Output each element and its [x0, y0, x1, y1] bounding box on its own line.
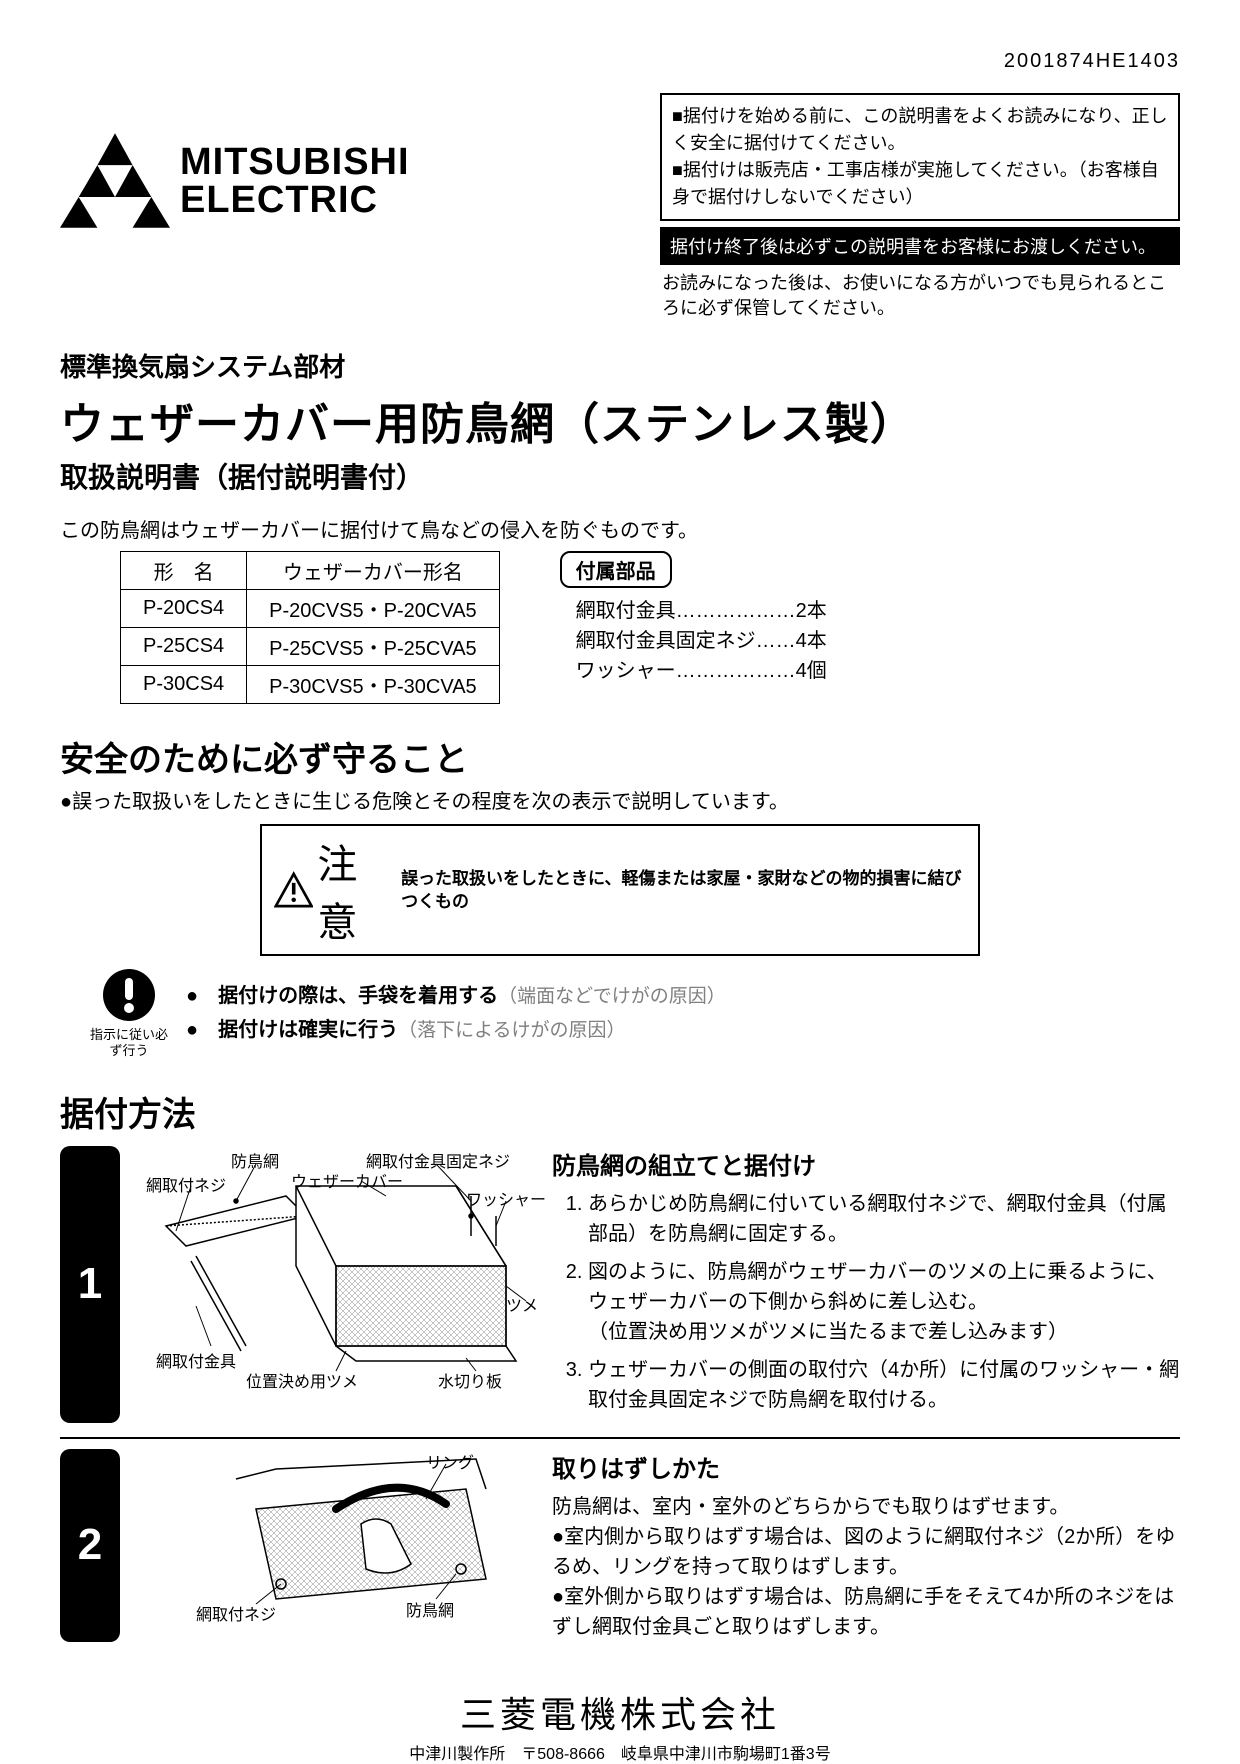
label-weather-cover: ウェザーカバー	[291, 1168, 403, 1192]
footer-company: 三菱電機株式会社	[60, 1686, 1180, 1738]
step-2-heading: 取りはずしかた	[552, 1449, 1180, 1484]
header-row: MITSUBISHI ELECTRIC ■据付けを始める前に、この説明書をよくお…	[60, 93, 1180, 327]
label-washer: ワッシャー	[466, 1186, 546, 1210]
label-ring: リング	[426, 1449, 474, 1473]
header-model: 形 名	[121, 552, 247, 590]
warning-triangle-icon	[274, 870, 313, 910]
parts-item: 網取付金具………………2本	[576, 596, 827, 626]
caution-label: 注意	[274, 832, 389, 948]
subtitle-2: 取扱説明書（据付説明書付）	[60, 456, 1180, 496]
exclamation-circle-icon	[102, 968, 156, 1022]
install-title: 据付方法	[60, 1087, 1180, 1136]
label-net-screw: 網取付ネジ	[196, 1601, 276, 1625]
subtitle-1: 標準換気扇システム部材	[60, 347, 1180, 384]
step-1-list: あらかじめ防鳥網に付いている網取付ネジで、網取付金具（付属部品）を防鳥網に固定す…	[552, 1189, 1180, 1415]
safety-sub: ●誤った取扱いをしたときに生じる危険とその程度を次の表示で説明しています。	[60, 785, 1180, 814]
cell-model: P-30CS4	[121, 666, 247, 704]
cell-cover: P-30CVS5・P-30CVA5	[247, 666, 500, 704]
label-net: 防鳥網	[406, 1597, 454, 1621]
cell-model: P-20CS4	[121, 590, 247, 628]
model-parts-row: 形 名 ウェザーカバー形名 P-20CS4 P-20CVS5・P-20CVA5 …	[60, 551, 1180, 704]
document-id: 2001874HE1403	[60, 50, 1180, 73]
table-row: P-30CS4 P-30CVS5・P-30CVA5	[121, 666, 500, 704]
label-bracket: 網取付金具	[156, 1348, 236, 1372]
brand-line1: MITSUBISHI	[180, 143, 410, 181]
step-number-2: 2	[60, 1449, 120, 1642]
parts-title: 付属部品	[560, 551, 672, 588]
step-2-text: 取りはずしかた 防鳥網は、室内・室外のどちらからでも取りはずせます。 ●室内側か…	[552, 1449, 1180, 1642]
step-2-bullet-1: ●室内側から取りはずす場合は、図のように網取付ネジ（2か所）をゆるめ、リングを持…	[552, 1522, 1180, 1582]
brand-logo: MITSUBISHI ELECTRIC	[60, 133, 410, 228]
table-header-row: 形 名 ウェザーカバー形名	[121, 552, 500, 590]
table-row: P-25CS4 P-25CVS5・P-25CVA5	[121, 628, 500, 666]
label-net: 防鳥網	[231, 1148, 279, 1172]
parts-item: 網取付金具固定ネジ……4本	[576, 626, 827, 656]
instruction-row: 指示に従い必ず行う ● 据付けの際は、手袋を着用する（端面などでけがの原因） ●…	[60, 968, 1180, 1058]
caution-box: 注意 誤った取扱いをしたときに、軽傷または家屋・家財などの物的損害に結びつくもの	[260, 824, 980, 956]
step-2-diagram: リング 網取付ネジ 防鳥網	[136, 1449, 536, 1642]
step-1-heading: 防鳥網の組立てと据付け	[552, 1146, 1180, 1181]
cell-cover: P-25CVS5・P-25CVA5	[247, 628, 500, 666]
notice-line2: ■据付けは販売店・工事店様が実施してください。（お客様自身で据付けしないでくださ…	[672, 157, 1168, 211]
bullet-2: ● 据付けは確実に行う（落下によるけがの原因）	[186, 1013, 726, 1047]
step-1-diagram: 防鳥網 網取付金具固定ネジ 網取付ネジ ウェザーカバー ワッシャー ツメ 網取付…	[136, 1146, 536, 1423]
cell-model: P-25CS4	[121, 628, 247, 666]
step-item: 図のように、防鳥網がウェザーカバーのツメの上に乗るように、ウェザーカバーの下側か…	[588, 1257, 1180, 1347]
label-net-screw: 網取付ネジ	[146, 1172, 226, 1196]
label-tab: ツメ	[506, 1292, 538, 1316]
step-1: 1	[60, 1146, 1180, 1439]
step-1-text: 防鳥網の組立てと据付け あらかじめ防鳥網に付いている網取付ネジで、網取付金具（付…	[552, 1146, 1180, 1423]
parts-list: 網取付金具………………2本 網取付金具固定ネジ……4本 ワッシャー………………4…	[560, 596, 827, 686]
removal-diagram-icon	[136, 1449, 536, 1619]
label-drip: 水切り板	[438, 1368, 502, 1392]
step-2-bullet-2: ●室外側から取りはずす場合は、防鳥網に手をそえて4か所のネジをはずし網取付金具ご…	[552, 1582, 1180, 1642]
bullet-1: ● 据付けの際は、手袋を着用する（端面などでけがの原因）	[186, 979, 726, 1013]
brand-line2: ELECTRIC	[180, 181, 410, 219]
footer-address: 中津川製作所 〒508-8666 岐阜県中津川市駒場町1番3号	[60, 1740, 1180, 1764]
instruction-icon-block: 指示に従い必ず行う	[90, 968, 168, 1058]
parts-item: ワッシャー………………4個	[576, 656, 827, 686]
instruction-bullets: ● 据付けの際は、手袋を着用する（端面などでけがの原因） ● 据付けは確実に行う…	[186, 979, 726, 1048]
notice-bordered: ■据付けを始める前に、この説明書をよくお読みになり、正しく安全に据付けてください…	[660, 93, 1180, 221]
instruction-icon-label: 指示に従い必ず行う	[90, 1027, 168, 1058]
main-title: ウェザーカバー用防鳥網（ステンレス製）	[60, 388, 1180, 452]
header-cover: ウェザーカバー形名	[247, 552, 500, 590]
notice-after: お読みになった後は、お使いになる方がいつでも見られるところに必ず保管してください…	[660, 265, 1180, 327]
notice-black: 据付け終了後は必ずこの説明書をお客様にお渡しください。	[660, 227, 1180, 265]
model-table: 形 名 ウェザーカバー形名 P-20CS4 P-20CVS5・P-20CVA5 …	[120, 551, 500, 704]
label-position-tab: 位置決め用ツメ	[246, 1368, 358, 1392]
step-2-lead: 防鳥網は、室内・室外のどちらからでも取りはずせます。	[552, 1492, 1180, 1522]
parts-box: 付属部品 網取付金具………………2本 網取付金具固定ネジ……4本 ワッシャー………	[560, 551, 827, 686]
brand-text: MITSUBISHI ELECTRIC	[180, 143, 410, 219]
table-row: P-20CS4 P-20CVS5・P-20CVA5	[121, 590, 500, 628]
footer: 三菱電機株式会社 中津川製作所 〒508-8666 岐阜県中津川市駒場町1番3号	[60, 1686, 1180, 1764]
step-item: ウェザーカバーの側面の取付穴（4か所）に付属のワッシャー・網取付金具固定ネジで防…	[588, 1355, 1180, 1415]
notice-block: ■据付けを始める前に、この説明書をよくお読みになり、正しく安全に据付けてください…	[660, 93, 1180, 327]
caution-word: 注意	[317, 832, 389, 948]
step-2: 2 リング 網取付ネジ 防鳥網	[60, 1449, 1180, 1656]
mitsubishi-logo-icon	[60, 133, 170, 228]
cell-cover: P-20CVS5・P-20CVA5	[247, 590, 500, 628]
step-number-1: 1	[60, 1146, 120, 1423]
notice-line1: ■据付けを始める前に、この説明書をよくお読みになり、正しく安全に据付けてください…	[672, 103, 1168, 157]
safety-title: 安全のために必ず守ること	[60, 732, 1180, 781]
intro-text: この防鳥網はウェザーカバーに据付けて鳥などの侵入を防ぐものです。	[60, 514, 1180, 543]
caution-description: 誤った取扱いをしたときに、軽傷または家屋・家財などの物的損害に結びつくもの	[401, 867, 966, 915]
step-2-body: 防鳥網は、室内・室外のどちらからでも取りはずせます。 ●室内側から取りはずす場合…	[552, 1492, 1180, 1642]
step-item: あらかじめ防鳥網に付いている網取付ネジで、網取付金具（付属部品）を防鳥網に固定す…	[588, 1189, 1180, 1249]
